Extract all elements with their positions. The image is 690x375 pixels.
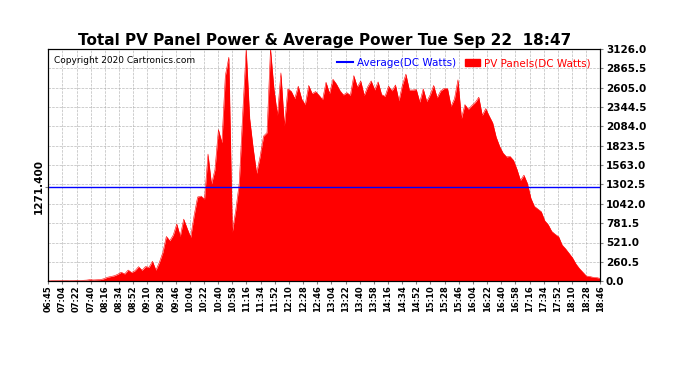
Title: Total PV Panel Power & Average Power Tue Sep 22  18:47: Total PV Panel Power & Average Power Tue… — [78, 33, 571, 48]
Legend: Average(DC Watts), PV Panels(DC Watts): Average(DC Watts), PV Panels(DC Watts) — [333, 54, 595, 72]
Text: Copyright 2020 Cartronics.com: Copyright 2020 Cartronics.com — [54, 56, 195, 65]
